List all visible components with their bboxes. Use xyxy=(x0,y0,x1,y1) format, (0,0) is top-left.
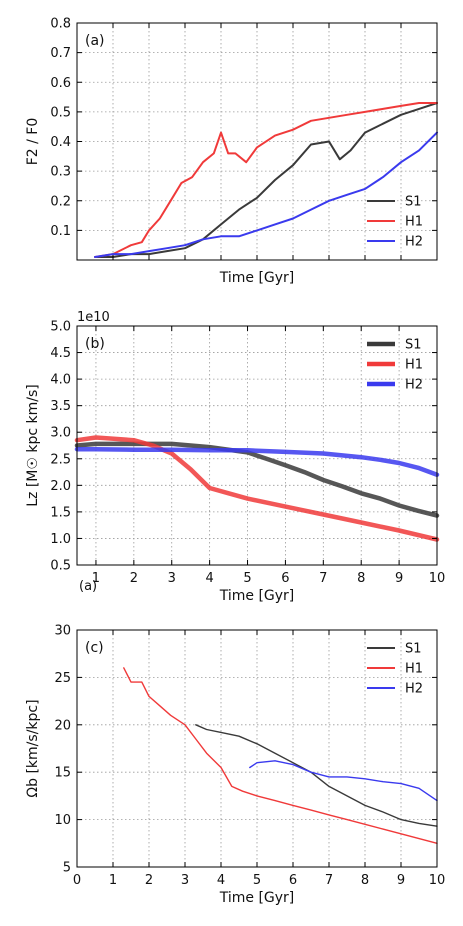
y-tick-label: 1.0 xyxy=(50,532,71,547)
x-tick-label: 1 xyxy=(92,571,100,586)
x-tick-label: 9 xyxy=(395,571,403,586)
y-tick-label: 15 xyxy=(54,766,71,781)
x-tick-label: 2 xyxy=(130,571,138,586)
grid xyxy=(77,23,437,260)
y-tick-label: 2.5 xyxy=(50,452,71,467)
y-tick-label: 0.1 xyxy=(50,224,71,239)
series-group xyxy=(123,667,438,844)
y-tick-label: 20 xyxy=(54,718,71,733)
x-axis-label: Time [Gyr] xyxy=(219,270,295,286)
y-tick-label: 4.0 xyxy=(50,373,71,388)
y-tick-label: 30 xyxy=(54,624,71,639)
grid xyxy=(77,630,437,867)
x-tick-label: 5 xyxy=(243,571,251,586)
x-tick-label: 10 xyxy=(429,873,446,888)
y-tick-label: 1.5 xyxy=(50,505,71,520)
legend-label-h2: H2 xyxy=(405,682,423,697)
x-tick-label: 3 xyxy=(181,873,189,888)
panel-label: (a) xyxy=(85,33,105,49)
series-group xyxy=(74,435,440,542)
x-axis-label: Time [Gyr] xyxy=(219,588,295,604)
legend-label-h1: H1 xyxy=(405,358,423,373)
panel-3: 5 10 15 20 25 30 0 1 2 3 4 5 6 7 8 9 10 Time [Gyr] Ωb [km/… xyxy=(25,624,445,907)
panel-2: 0.5 1.0 1.5 2.0 2.5 3.0 3.5 4.0 4.5 5.0 1 2 3 4 5 6 7 8 9 1… xyxy=(25,310,445,604)
series-line-h2 xyxy=(74,446,440,477)
series-line-h1 xyxy=(94,102,438,258)
plot-frame xyxy=(76,325,438,566)
y-tick-label: 0.5 xyxy=(50,559,71,574)
y-tick-label: 4.5 xyxy=(50,346,71,361)
x-tick-label: 6 xyxy=(289,873,297,888)
legend-label-h2: H2 xyxy=(405,235,423,250)
legend: S1 H1 H2 xyxy=(367,642,423,697)
series-group xyxy=(94,102,438,258)
legend-label-s1: S1 xyxy=(405,338,422,353)
y-tick-label: 10 xyxy=(54,813,71,828)
y-tick-label: 0.7 xyxy=(50,46,71,61)
y-tick-label: 0.3 xyxy=(50,165,71,180)
series-line-s1 xyxy=(74,441,440,518)
y-tick-label: 2.0 xyxy=(50,479,71,494)
x-tick-label: 7 xyxy=(325,873,333,888)
y-axis-label: Ωb [km/s/kpc] xyxy=(25,699,41,797)
legend-label-s1: S1 xyxy=(405,195,422,210)
legend: S1 H1 H2 xyxy=(367,195,423,250)
x-tick-label: 5 xyxy=(253,873,261,888)
legend-label-h1: H1 xyxy=(405,662,423,677)
x-tick-label: 8 xyxy=(357,571,365,586)
series-line-h1 xyxy=(74,435,440,542)
y-tick-label: 0.8 xyxy=(50,17,71,32)
axis-offset-label: 1e10 xyxy=(77,310,110,325)
panel-label: (c) xyxy=(85,640,104,656)
y-tick-label: 0.6 xyxy=(50,76,71,91)
y-axis-label: F2 / F0 xyxy=(25,118,41,166)
x-tick-label: 4 xyxy=(217,873,225,888)
legend-label-h2: H2 xyxy=(405,378,423,393)
series-line-s1 xyxy=(94,102,438,258)
x-tick-label: 0 xyxy=(73,873,81,888)
y-tick-label: 5.0 xyxy=(50,320,71,335)
x-tick-label: 8 xyxy=(361,873,369,888)
y-tick-label: 0.2 xyxy=(50,194,71,209)
y-tick-label: 0.5 xyxy=(50,105,71,120)
y-tick-label: 25 xyxy=(54,671,71,686)
legend: S1 H1 H2 xyxy=(367,338,423,393)
y-axis-label: Lz [M☉ kpc km/s] xyxy=(25,384,41,507)
x-tick-label: 9 xyxy=(397,873,405,888)
x-tick-label: 1 xyxy=(109,873,117,888)
x-tick-label: 6 xyxy=(281,571,289,586)
x-tick-label: 7 xyxy=(319,571,327,586)
y-tick-label: 3.0 xyxy=(50,426,71,441)
y-tick-label: 5 xyxy=(63,861,71,876)
y-tick-label: 3.5 xyxy=(50,399,71,414)
x-tick-label: 4 xyxy=(205,571,213,586)
legend-label-h1: H1 xyxy=(405,215,423,230)
x-tick-label: 10 xyxy=(429,571,446,586)
x-tick-label: 3 xyxy=(168,571,176,586)
x-tick-label: 2 xyxy=(145,873,153,888)
extra-panel-label: (a) xyxy=(79,579,97,594)
legend-label-s1: S1 xyxy=(405,642,422,657)
grid xyxy=(77,326,437,565)
x-axis-label: Time [Gyr] xyxy=(219,890,295,906)
panel-1: 0.1 0.2 0.3 0.4 0.5 0.6 0.7 0.8 Time [Gyr] F2 / F… xyxy=(25,17,438,286)
series-line-h1 xyxy=(123,667,438,844)
series-line-h2 xyxy=(94,131,438,258)
y-tick-label: 0.4 xyxy=(50,135,71,150)
series-line-h2 xyxy=(249,760,438,802)
panel-label: (b) xyxy=(85,336,105,352)
